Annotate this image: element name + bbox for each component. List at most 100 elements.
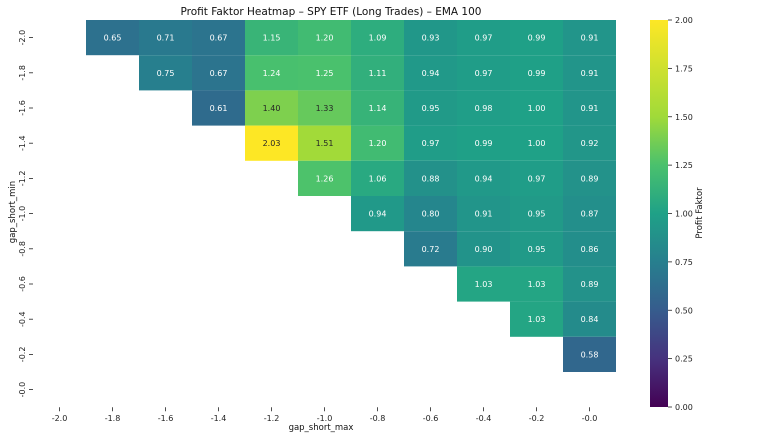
- heatmap-cell: [563, 266, 616, 302]
- heatmap-cell: [404, 125, 457, 161]
- y-tick-label: -1.0: [18, 206, 27, 222]
- heatmap-cell: [404, 160, 457, 196]
- colorbar-tick-label: 0.50: [675, 306, 693, 315]
- cell-value-label: 1.15: [263, 34, 281, 43]
- cell-value-label: 0.90: [475, 245, 493, 254]
- heatmap-cell: [404, 20, 457, 56]
- heatmap-cell: [563, 336, 616, 372]
- colorbar-label: Profit Faktor: [695, 187, 705, 239]
- heatmap-cell: [510, 301, 563, 337]
- heatmap-cells: 0.65 0.71 0.67 1.15 1.20 1.09 0.93 0.97 0.99 0.91…: [86, 20, 616, 372]
- chart-title: Profit Faktor Heatmap – SPY ETF (Long Tr…: [181, 6, 482, 18]
- cell-value-label: 0.91: [475, 210, 493, 219]
- cell-value-label: 1.14: [369, 104, 387, 113]
- cell-value-label: 0.84: [581, 315, 599, 324]
- y-tick-label: -1.8: [18, 65, 27, 81]
- cell-value-label: 0.95: [528, 210, 546, 219]
- cell-value-label: 0.86: [581, 245, 599, 254]
- cell-value-label: 1.51: [316, 139, 334, 148]
- heatmap-cell: [563, 20, 616, 56]
- heatmap-cell: [510, 196, 563, 232]
- x-tick-label: -1.2: [264, 414, 280, 423]
- x-tick-label: -0.2: [529, 414, 545, 423]
- y-tick-label: -1.4: [18, 135, 27, 151]
- y-axis: -2.0 -1.8 -1.6 -1.4 -1.2 -1.0 -0.8 -0.6 -0.4 -0.2…: [18, 30, 33, 397]
- cell-value-label: 0.97: [422, 139, 440, 148]
- colorbar-ticks: 0.00 0.25 0.50 0.75 1.00 1.25 1.50 1.75 2.00: [668, 16, 693, 412]
- cell-value-label: 1.11: [369, 69, 387, 78]
- heatmap-cell: [192, 20, 245, 56]
- colorbar-tick-label: 1.75: [675, 64, 693, 73]
- heatmap-cell: [245, 125, 298, 161]
- heatmap-cell: [563, 125, 616, 161]
- cell-value-label: 0.88: [422, 174, 440, 183]
- heatmap-cell: [192, 90, 245, 126]
- heatmap-cell: [457, 160, 510, 196]
- heatmap-cell: [245, 20, 298, 56]
- cell-value-label: 0.99: [528, 69, 546, 78]
- cell-value-label: 0.94: [422, 69, 440, 78]
- cell-value-label: 0.94: [475, 174, 493, 183]
- y-axis-label: gap_short_min: [8, 181, 18, 243]
- colorbar-tick-label: 0.00: [675, 403, 693, 412]
- cell-value-label: 0.94: [369, 210, 387, 219]
- heatmap-cell: [563, 196, 616, 232]
- x-tick-label: -0.0: [582, 414, 598, 423]
- cell-value-label: 0.95: [422, 104, 440, 113]
- cell-value-label: 0.98: [475, 104, 493, 113]
- cell-value-label: 1.33: [316, 104, 334, 113]
- heatmap-cell: [563, 55, 616, 91]
- heatmap-cell: [298, 125, 351, 161]
- x-axis-label: gap_short_max: [289, 423, 354, 433]
- heatmap-cell: [457, 90, 510, 126]
- heatmap-cell: [351, 90, 404, 126]
- heatmap-cell: [351, 125, 404, 161]
- heatmap-cell: [457, 196, 510, 232]
- heatmap-cell: [351, 196, 404, 232]
- heatmap-cell: [139, 55, 192, 91]
- heatmap-cell: [510, 55, 563, 91]
- heatmap-cell: [86, 20, 139, 56]
- cell-value-label: 2.03: [263, 139, 281, 148]
- heatmap-cell: [563, 301, 616, 337]
- heatmap-cell: [457, 55, 510, 91]
- cell-value-label: 0.99: [475, 139, 493, 148]
- heatmap-cell: [510, 231, 563, 267]
- heatmap-cell: [510, 266, 563, 302]
- heatmap-cell: [510, 20, 563, 56]
- cell-value-label: 0.89: [581, 280, 599, 289]
- heatmap-cell: [245, 90, 298, 126]
- cell-value-label: 0.99: [528, 34, 546, 43]
- heatmap-cell: [510, 125, 563, 161]
- cell-value-label: 0.67: [210, 69, 228, 78]
- colorbar-tick-label: 1.00: [675, 210, 693, 219]
- cell-value-label: 1.03: [475, 280, 493, 289]
- cell-value-label: 1.20: [316, 34, 334, 43]
- heatmap-cell: [351, 160, 404, 196]
- x-tick-label: -1.8: [105, 414, 121, 423]
- heatmap-cell: [298, 55, 351, 91]
- cell-value-label: 0.91: [581, 34, 599, 43]
- heatmap-cell: [457, 20, 510, 56]
- y-tick-label: -0.8: [18, 241, 27, 257]
- cell-value-label: 0.91: [581, 69, 599, 78]
- heatmap-cell: [457, 125, 510, 161]
- cell-value-label: 0.80: [422, 210, 440, 219]
- colorbar-tick-label: 0.25: [675, 355, 693, 364]
- y-tick-label: -0.6: [18, 276, 27, 292]
- heatmap-cell: [457, 231, 510, 267]
- heatmap-cell: [457, 266, 510, 302]
- x-tick-label: -1.6: [158, 414, 174, 423]
- x-tick-label: -1.0: [317, 414, 333, 423]
- x-tick-label: -0.6: [423, 414, 439, 423]
- x-tick-label: -0.8: [370, 414, 386, 423]
- heatmap-cell: [510, 90, 563, 126]
- cell-value-label: 1.06: [369, 174, 387, 183]
- cell-value-label: 1.40: [263, 104, 281, 113]
- cell-value-label: 0.61: [210, 104, 228, 113]
- x-tick-label: -1.4: [211, 414, 227, 423]
- heatmap-cell: [404, 55, 457, 91]
- heatmap-cell: [510, 160, 563, 196]
- heatmap-cell: [351, 20, 404, 56]
